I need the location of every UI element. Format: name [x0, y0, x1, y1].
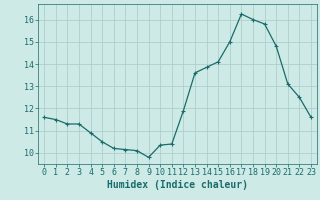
X-axis label: Humidex (Indice chaleur): Humidex (Indice chaleur) [107, 180, 248, 190]
